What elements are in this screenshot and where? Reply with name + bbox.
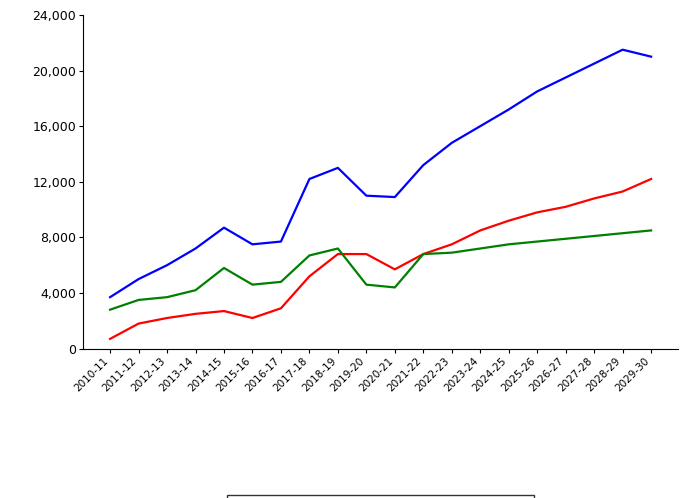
Export <box>334 246 342 251</box>
Export <box>647 228 655 234</box>
Export <box>590 233 599 239</box>
Total trade <box>647 54 655 60</box>
Export <box>277 279 285 285</box>
Line: Total trade: Total trade <box>110 50 651 297</box>
Import <box>362 251 370 257</box>
Total trade <box>220 225 228 231</box>
Total trade <box>192 246 200 251</box>
Export <box>220 265 228 271</box>
Total trade <box>419 162 428 168</box>
Import <box>192 311 200 317</box>
Import <box>334 251 342 257</box>
Export <box>106 307 114 313</box>
Import <box>533 209 541 215</box>
Line: Import: Import <box>110 179 651 339</box>
Total trade <box>305 176 313 182</box>
Total trade <box>448 140 456 146</box>
Import <box>277 305 285 311</box>
Total trade <box>334 165 342 171</box>
Export <box>619 230 627 236</box>
Export <box>248 282 257 288</box>
Import <box>305 273 313 279</box>
Total trade <box>504 107 513 113</box>
Export <box>163 294 171 300</box>
Export <box>362 282 370 288</box>
Export <box>134 297 143 303</box>
Import <box>248 315 257 321</box>
Total trade <box>163 262 171 268</box>
Export <box>476 246 484 251</box>
Export <box>305 252 313 258</box>
Total trade <box>248 242 257 248</box>
Import <box>647 176 655 182</box>
Total trade <box>391 194 399 200</box>
Total trade <box>590 61 599 67</box>
Legend: Total trade, Import, Export: Total trade, Import, Export <box>227 495 534 498</box>
Total trade <box>362 193 370 199</box>
Export <box>419 251 428 257</box>
Total trade <box>106 294 114 300</box>
Total trade <box>619 47 627 53</box>
Total trade <box>533 89 541 95</box>
Export <box>391 284 399 290</box>
Export <box>448 249 456 255</box>
Import <box>134 321 143 327</box>
Export <box>561 236 570 242</box>
Total trade <box>476 123 484 129</box>
Total trade <box>561 75 570 81</box>
Import <box>619 189 627 195</box>
Export <box>504 242 513 248</box>
Import <box>220 308 228 314</box>
Import <box>419 251 428 257</box>
Total trade <box>277 239 285 245</box>
Import <box>163 315 171 321</box>
Total trade <box>134 276 143 282</box>
Export <box>533 239 541 245</box>
Import <box>590 195 599 201</box>
Import <box>106 336 114 342</box>
Import <box>504 218 513 224</box>
Line: Export: Export <box>110 231 651 310</box>
Import <box>561 204 570 210</box>
Export <box>192 287 200 293</box>
Import <box>448 242 456 248</box>
Import <box>391 266 399 272</box>
Import <box>476 228 484 234</box>
